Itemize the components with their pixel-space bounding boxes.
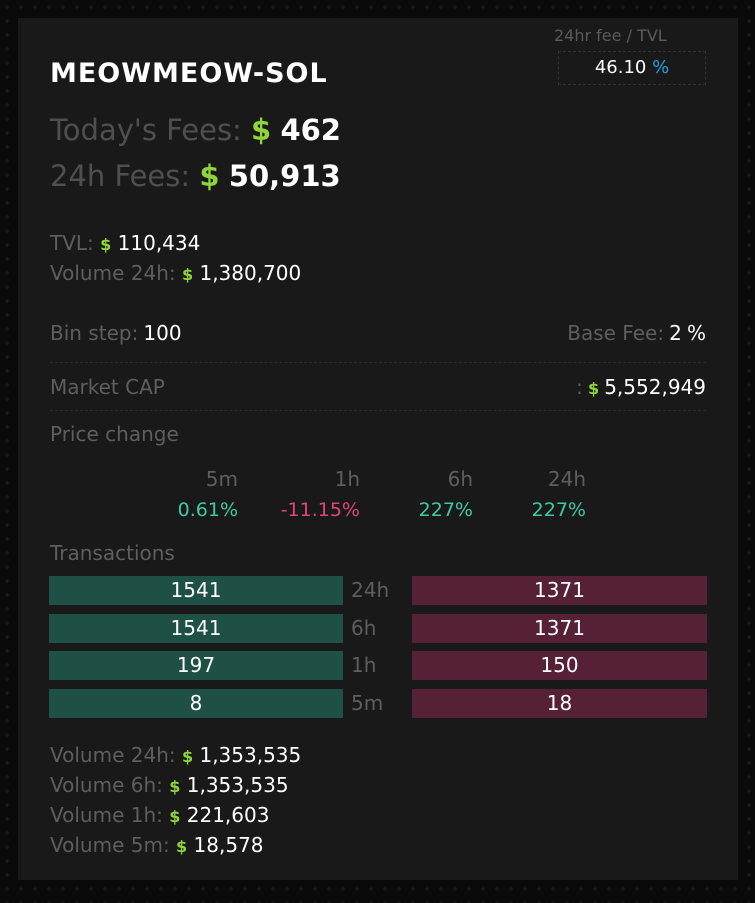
dollar-icon: $ <box>100 235 112 254</box>
tx-sells-6h: 1371 <box>412 614 707 643</box>
volume-6h-value: 1,353,535 <box>186 773 289 797</box>
tx-buys-5m: 8 <box>49 689 343 718</box>
pc-value-5m: 0.61% <box>177 499 238 521</box>
volume-1h-label: Volume 1h: <box>50 803 163 827</box>
base-fee-label: Base Fee: <box>567 321 665 345</box>
volume-6h-label: Volume 6h: <box>50 773 163 797</box>
volume-5m-line: Volume 5m: $ 18,578 <box>50 833 264 857</box>
pc-value-6h: 227% <box>418 499 473 521</box>
price-change-title: Price change <box>50 422 179 446</box>
page-title: MEOWMEOW-SOL <box>50 58 328 89</box>
volume-label: Volume 24h: <box>50 261 176 285</box>
pc-period-5m: 5m <box>205 467 238 491</box>
divider <box>50 410 706 411</box>
pc-period-1h: 1h <box>334 467 360 491</box>
tx-sells-1h: 150 <box>412 651 707 680</box>
dollar-icon: $ <box>176 837 188 856</box>
tx-buys-6h: 1541 <box>49 614 343 643</box>
pool-card: MEOWMEOW-SOL 24hr fee / TVL 46.10 % Toda… <box>18 18 738 880</box>
volume-5m-value: 18,578 <box>193 833 264 857</box>
dollar-icon: $ <box>199 159 220 193</box>
fee-tvl-value: 46.10 <box>594 57 647 78</box>
tx-period-5m: 5m <box>351 691 384 715</box>
tx-period-6h: 6h <box>351 616 377 640</box>
volume-line: Volume 24h: $ 1,380,700 <box>50 261 301 285</box>
tx-sells-24h: 1371 <box>412 576 707 605</box>
tx-period-1h: 1h <box>351 653 377 677</box>
market-cap-separator: : <box>576 375 583 399</box>
divider <box>50 362 706 363</box>
market-cap-number: 5,552,949 <box>604 375 706 399</box>
volume-value: 1,380,700 <box>199 261 302 285</box>
dollar-icon: $ <box>169 777 181 796</box>
tx-buys-24h: 1541 <box>49 576 343 605</box>
bin-step: Bin step: 100 <box>50 321 182 345</box>
todays-fees-value: 462 <box>280 113 341 147</box>
dollar-icon: $ <box>587 379 600 398</box>
percent-icon: % <box>686 321 706 345</box>
dollar-icon: $ <box>169 807 181 826</box>
volume-1h-line: Volume 1h: $ 221,603 <box>50 803 269 827</box>
tx-period-24h: 24h <box>351 578 390 602</box>
market-cap-value: : $ 5,552,949 <box>576 375 706 399</box>
volume-24h-label: Volume 24h: <box>50 743 176 767</box>
pc-value-24h: 227% <box>531 499 586 521</box>
percent-icon: % <box>652 57 670 78</box>
dollar-icon: $ <box>181 747 194 766</box>
pc-period-24h: 24h <box>547 467 586 491</box>
h24-fees-label: 24h Fees: <box>50 159 191 193</box>
dollar-icon: $ <box>251 113 272 147</box>
dollar-icon: $ <box>181 265 194 284</box>
volume-6h-line: Volume 6h: $ 1,353,535 <box>50 773 289 797</box>
tx-sells-5m: 18 <box>412 689 707 718</box>
h24-fees-value: 50,913 <box>228 159 341 193</box>
bin-step-value: 100 <box>143 321 182 345</box>
pc-period-6h: 6h <box>447 467 473 491</box>
pc-value-1h: -11.15% <box>280 499 360 521</box>
market-cap-label: Market CAP <box>50 375 165 399</box>
base-fee-value: 2 <box>669 321 682 345</box>
todays-fees: Today's Fees: $ 462 <box>50 113 341 147</box>
base-fee: Base Fee: 2 % <box>567 321 706 345</box>
tvl-value: 110,434 <box>117 231 201 255</box>
volume-24h-value: 1,353,535 <box>199 743 302 767</box>
volume-5m-label: Volume 5m: <box>50 833 170 857</box>
volume-1h-value: 221,603 <box>186 803 270 827</box>
tvl-label: TVL: <box>50 231 94 255</box>
fee-tvl-label: 24hr fee / TVL <box>554 26 667 45</box>
bin-step-label: Bin step: <box>50 321 139 345</box>
h24-fees: 24h Fees: $ 50,913 <box>50 159 341 193</box>
transactions-title: Transactions <box>50 541 175 565</box>
volume-24h-line: Volume 24h: $ 1,353,535 <box>50 743 301 767</box>
fee-tvl-box: 46.10 % <box>558 51 706 85</box>
todays-fees-label: Today's Fees: <box>50 113 242 147</box>
tx-buys-1h: 197 <box>49 651 343 680</box>
tvl-line: TVL: $ 110,434 <box>50 231 200 255</box>
